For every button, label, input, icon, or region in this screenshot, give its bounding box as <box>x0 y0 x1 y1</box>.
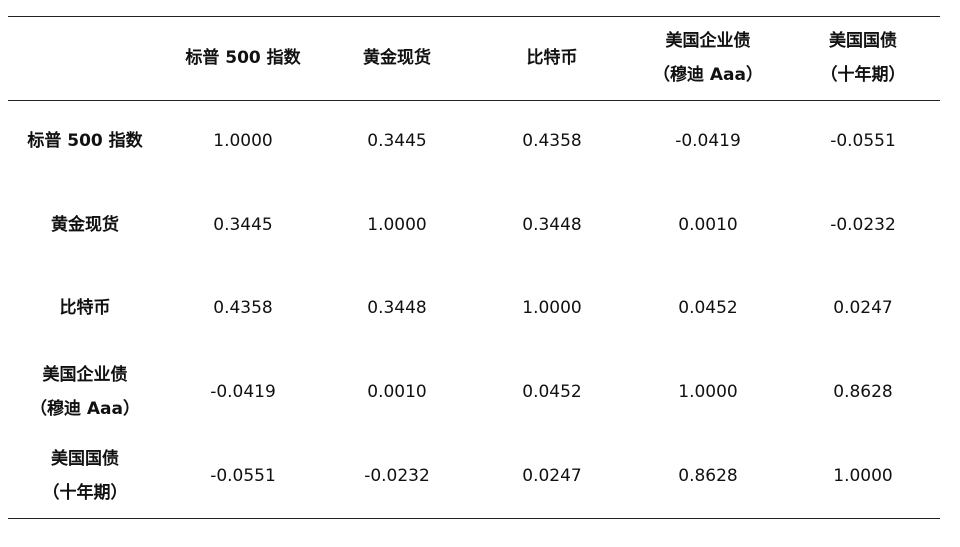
row-label: 美国企业债 <box>42 365 128 385</box>
table-cell: 0.4358 <box>477 124 627 158</box>
table-cell: -0.0551 <box>788 124 938 158</box>
cell-value: 0.0452 <box>678 298 738 318</box>
cell-value: 0.3445 <box>213 215 273 235</box>
cell-value: 0.0452 <box>522 382 582 402</box>
table-cell: 1.0000 <box>477 291 627 325</box>
column-header: 标普 500 指数 <box>168 41 318 75</box>
cell-value: -0.0419 <box>210 382 276 402</box>
table-cell: -0.0419 <box>168 375 318 409</box>
cell-value: 0.4358 <box>522 131 582 151</box>
cell-value: 1.0000 <box>522 298 582 318</box>
column-header: 美国企业债 （穆迪 Aaa） <box>633 24 783 92</box>
column-header: 黄金现货 <box>322 41 472 75</box>
cell-value: 0.8628 <box>833 382 893 402</box>
table-cell: 1.0000 <box>633 375 783 409</box>
table-cell: 0.3445 <box>322 124 472 158</box>
table-cell: 1.0000 <box>788 459 938 493</box>
cell-value: -0.0551 <box>830 131 896 151</box>
table-cell: 0.0247 <box>477 459 627 493</box>
header-text: （穆迪 Aaa） <box>652 65 764 85</box>
table-cell: 0.4358 <box>168 291 318 325</box>
column-header: 美国国债 （十年期） <box>788 24 938 92</box>
row-label: 黄金现货 <box>51 215 119 235</box>
table-cell: 0.0010 <box>633 208 783 242</box>
cell-value: -0.0232 <box>830 215 896 235</box>
header-text: （十年期） <box>820 65 906 85</box>
cell-value: 1.0000 <box>833 466 893 486</box>
header-rule <box>8 100 940 101</box>
cell-value: 0.8628 <box>678 466 738 486</box>
table-cell: -0.0232 <box>788 208 938 242</box>
row-header: 标普 500 指数 <box>10 124 160 158</box>
row-label: 比特币 <box>59 298 111 318</box>
row-label: （穆迪 Aaa） <box>29 399 141 419</box>
table-cell: 0.8628 <box>788 375 938 409</box>
cell-value: 1.0000 <box>367 215 427 235</box>
row-label: （十年期） <box>42 483 128 503</box>
cell-value: 0.3448 <box>522 215 582 235</box>
cell-value: -0.0419 <box>675 131 741 151</box>
row-header: 黄金现货 <box>10 208 160 242</box>
cell-value: 0.3445 <box>367 131 427 151</box>
table-cell: 0.3445 <box>168 208 318 242</box>
header-text: 美国国债 <box>829 31 897 51</box>
cell-value: 1.0000 <box>213 131 273 151</box>
cell-value: -0.0551 <box>210 466 276 486</box>
cell-value: 0.0247 <box>522 466 582 486</box>
header-text: 比特币 <box>526 48 578 68</box>
header-text: 黄金现货 <box>363 48 431 68</box>
row-header: 比特币 <box>10 291 160 325</box>
top-rule <box>8 16 940 17</box>
cell-value: -0.0232 <box>364 466 430 486</box>
table-cell: 0.8628 <box>633 459 783 493</box>
column-header: 比特币 <box>477 41 627 75</box>
row-header: 美国企业债 （穆迪 Aaa） <box>10 358 160 426</box>
row-label: 美国国债 <box>51 449 119 469</box>
header-text: 美国企业债 <box>665 31 751 51</box>
table-cell: 0.0452 <box>477 375 627 409</box>
cell-value: 0.0247 <box>833 298 893 318</box>
table-cell: 0.0247 <box>788 291 938 325</box>
header-text: 标普 500 指数 <box>185 48 301 68</box>
row-label: 标普 500 指数 <box>27 131 143 151</box>
table-cell: 1.0000 <box>322 208 472 242</box>
table-cell: 0.0452 <box>633 291 783 325</box>
table-cell: 0.3448 <box>477 208 627 242</box>
table-cell: 0.3448 <box>322 291 472 325</box>
bottom-rule <box>8 518 940 519</box>
row-header: 美国国债 （十年期） <box>10 442 160 510</box>
cell-value: 0.0010 <box>678 215 738 235</box>
table-cell: 0.0010 <box>322 375 472 409</box>
table-cell: 1.0000 <box>168 124 318 158</box>
table-cell: -0.0232 <box>322 459 472 493</box>
cell-value: 1.0000 <box>678 382 738 402</box>
table-cell: -0.0419 <box>633 124 783 158</box>
cell-value: 0.0010 <box>367 382 427 402</box>
cell-value: 0.3448 <box>367 298 427 318</box>
table-cell: -0.0551 <box>168 459 318 493</box>
cell-value: 0.4358 <box>213 298 273 318</box>
